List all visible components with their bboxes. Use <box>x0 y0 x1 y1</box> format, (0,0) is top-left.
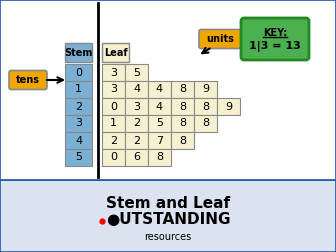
FancyBboxPatch shape <box>65 64 92 81</box>
Text: Leaf: Leaf <box>104 47 127 57</box>
FancyBboxPatch shape <box>65 43 92 62</box>
FancyBboxPatch shape <box>65 115 92 132</box>
Text: 3: 3 <box>133 102 140 111</box>
FancyBboxPatch shape <box>194 81 217 98</box>
FancyBboxPatch shape <box>65 81 92 98</box>
FancyBboxPatch shape <box>171 81 194 98</box>
Text: 2: 2 <box>133 136 140 145</box>
FancyBboxPatch shape <box>9 71 47 89</box>
FancyBboxPatch shape <box>125 115 148 132</box>
Text: 2: 2 <box>75 102 82 111</box>
FancyBboxPatch shape <box>171 98 194 115</box>
Text: 2: 2 <box>110 136 117 145</box>
Text: 4: 4 <box>75 136 82 145</box>
Text: 1: 1 <box>110 118 117 129</box>
Text: 1|3 = 13: 1|3 = 13 <box>249 41 301 51</box>
FancyBboxPatch shape <box>241 18 309 60</box>
FancyBboxPatch shape <box>125 132 148 149</box>
Text: ●UTSTANDING: ●UTSTANDING <box>106 212 230 227</box>
Text: 8: 8 <box>179 118 186 129</box>
FancyBboxPatch shape <box>125 81 148 98</box>
FancyBboxPatch shape <box>102 132 125 149</box>
Text: 3: 3 <box>110 68 117 78</box>
Text: 3: 3 <box>110 84 117 94</box>
Text: 0: 0 <box>75 68 82 78</box>
FancyBboxPatch shape <box>0 0 336 180</box>
FancyBboxPatch shape <box>199 29 241 48</box>
Text: 7: 7 <box>156 136 163 145</box>
Text: 6: 6 <box>133 152 140 163</box>
Text: 8: 8 <box>179 136 186 145</box>
Text: 8: 8 <box>202 102 209 111</box>
Text: 5: 5 <box>156 118 163 129</box>
Text: 4: 4 <box>156 102 163 111</box>
FancyBboxPatch shape <box>171 115 194 132</box>
FancyBboxPatch shape <box>148 115 171 132</box>
FancyBboxPatch shape <box>0 180 336 252</box>
Text: 5: 5 <box>133 68 140 78</box>
FancyBboxPatch shape <box>102 149 125 166</box>
FancyBboxPatch shape <box>148 81 171 98</box>
Text: Stem: Stem <box>64 47 93 57</box>
FancyBboxPatch shape <box>102 98 125 115</box>
FancyBboxPatch shape <box>148 98 171 115</box>
Text: 1: 1 <box>75 84 82 94</box>
FancyBboxPatch shape <box>125 98 148 115</box>
Text: 4: 4 <box>156 84 163 94</box>
FancyBboxPatch shape <box>65 98 92 115</box>
FancyBboxPatch shape <box>125 149 148 166</box>
FancyBboxPatch shape <box>194 115 217 132</box>
Text: 3: 3 <box>75 118 82 129</box>
Text: 9: 9 <box>202 84 209 94</box>
Text: 0: 0 <box>110 102 117 111</box>
Text: 2: 2 <box>133 118 140 129</box>
Text: 9: 9 <box>225 102 232 111</box>
Text: 0: 0 <box>110 152 117 163</box>
FancyBboxPatch shape <box>217 98 240 115</box>
Text: resources: resources <box>144 232 192 242</box>
FancyBboxPatch shape <box>194 98 217 115</box>
FancyBboxPatch shape <box>125 64 148 81</box>
FancyBboxPatch shape <box>65 149 92 166</box>
Text: Stem and Leaf: Stem and Leaf <box>106 196 230 211</box>
Text: 8: 8 <box>179 102 186 111</box>
FancyBboxPatch shape <box>148 132 171 149</box>
FancyBboxPatch shape <box>102 81 125 98</box>
Text: 8: 8 <box>202 118 209 129</box>
Text: 5: 5 <box>75 152 82 163</box>
Text: 8: 8 <box>179 84 186 94</box>
FancyBboxPatch shape <box>102 115 125 132</box>
FancyBboxPatch shape <box>65 132 92 149</box>
Text: 4: 4 <box>133 84 140 94</box>
FancyBboxPatch shape <box>102 43 129 62</box>
Text: 8: 8 <box>156 152 163 163</box>
FancyBboxPatch shape <box>171 132 194 149</box>
FancyBboxPatch shape <box>148 149 171 166</box>
Text: units: units <box>206 34 234 44</box>
Text: tens: tens <box>16 75 40 85</box>
Text: KEY:: KEY: <box>263 28 287 38</box>
FancyBboxPatch shape <box>102 64 125 81</box>
